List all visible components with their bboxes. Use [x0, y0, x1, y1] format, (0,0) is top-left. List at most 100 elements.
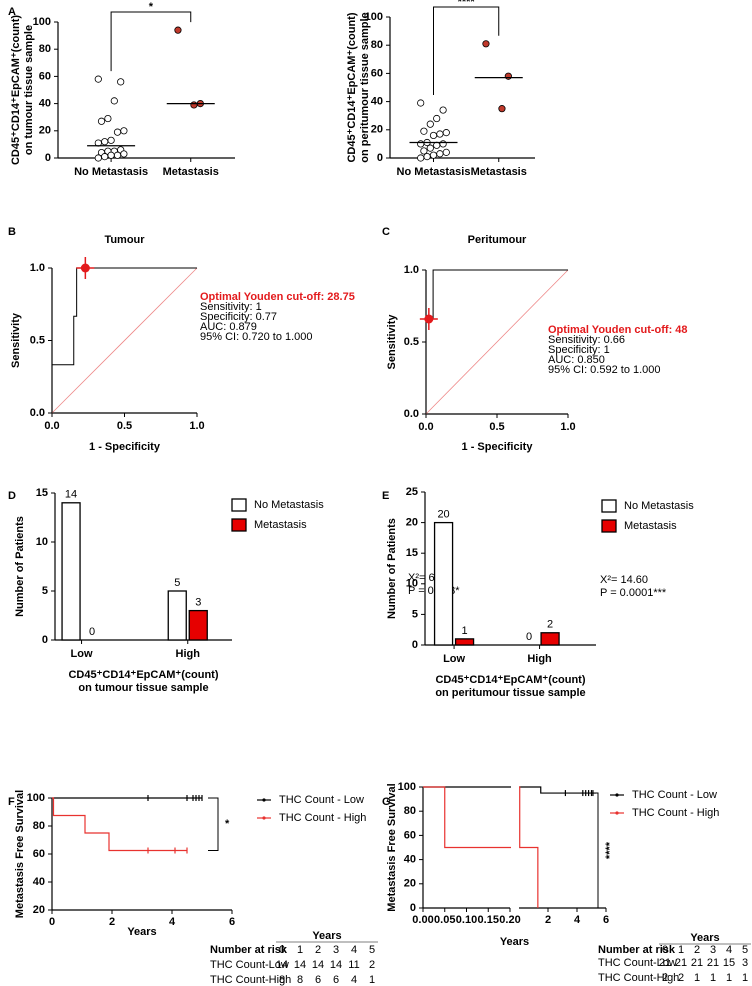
x-tick-label: 0.5: [117, 420, 132, 432]
y-tick-label: 0: [412, 639, 418, 651]
significance-bracket: [588, 792, 599, 909]
x-tick-label: High: [176, 648, 201, 660]
x-tick-label: 2: [109, 916, 115, 928]
x-axis-label: 1 - Specificity: [462, 441, 534, 453]
risk-column: 3: [333, 944, 339, 956]
y-tick-label: 60: [371, 67, 383, 79]
y-tick-label: 20: [371, 124, 383, 136]
risk-column: 2: [694, 944, 700, 956]
y-axis-label: Number of Patients: [386, 518, 398, 619]
legend-label: Metastasis: [254, 519, 307, 531]
y-tick-label: 100: [27, 792, 45, 804]
panel-letter: G: [382, 796, 391, 808]
legend-swatch: [601, 519, 617, 533]
dot: [442, 129, 450, 137]
risk-value: 2: [662, 972, 668, 984]
bar: [61, 502, 81, 641]
x-tick-label: No Metastasis: [397, 166, 471, 178]
dot: [420, 127, 428, 135]
y-tick-label: 0.5: [404, 336, 419, 348]
value-label: 0: [526, 631, 532, 643]
risk-value: 6: [333, 974, 339, 986]
risk-column: 4: [351, 944, 357, 956]
panel-letter: F: [8, 796, 15, 808]
value-label: 2: [547, 619, 553, 631]
legend-label: THC Count - Low: [632, 789, 717, 801]
dot: [442, 148, 450, 156]
x-tick-label: 0.5: [489, 421, 504, 433]
x-tick-label: 6: [603, 914, 609, 926]
dot: [439, 140, 447, 148]
y-tick-label: 10: [36, 536, 48, 548]
legend-swatch: [231, 518, 247, 532]
risk-value: 21: [659, 957, 671, 969]
y-axis-label: Metastasis Free Survival: [14, 790, 26, 918]
x-tick-label: Metastasis: [471, 166, 527, 178]
y-axis-label: Metastasis Free Survival: [386, 783, 398, 911]
risk-title: Number at risk: [210, 944, 288, 956]
panel-letter: B: [8, 226, 16, 238]
y-tick-label: 20: [404, 878, 416, 890]
stat-label: AUC: 0.879: [200, 321, 257, 333]
dot: [498, 105, 506, 113]
stat-label: Specificity: 0.77: [200, 311, 277, 323]
dot: [423, 152, 431, 161]
dot: [417, 99, 425, 107]
dot: [101, 138, 109, 146]
value-label: 1: [462, 625, 468, 637]
legend-marker: [262, 816, 266, 820]
dot: [417, 140, 425, 148]
risk-years-label: Years: [690, 932, 719, 944]
optimal-point: [80, 263, 90, 273]
x-tick-label: 0: [49, 916, 55, 928]
x-tick-label: 4: [169, 916, 176, 928]
y-axis-label: Sensitivity: [10, 312, 22, 368]
stat-label: Specificity: 1: [548, 344, 610, 356]
legend-label: No Metastasis: [624, 500, 694, 512]
survival-curve: [52, 797, 187, 852]
survival-curve: [519, 786, 539, 908]
survival-curve: [519, 786, 596, 794]
y-axis-label: CD45⁺CD14⁺EpCAM⁺(count): [10, 15, 22, 165]
bar: [540, 632, 560, 646]
risk-column: 5: [369, 944, 375, 956]
risk-value: 3: [742, 957, 748, 969]
significance-label: ****: [458, 0, 476, 8]
x-tick-label: 0.05: [434, 914, 455, 926]
risk-column: 0: [279, 944, 285, 956]
bar: [433, 521, 454, 646]
risk-row-label: THC Count-High: [598, 972, 679, 984]
y-tick-label: 0: [377, 152, 383, 164]
risk-column: 1: [678, 944, 684, 956]
x-tick-label: High: [527, 653, 552, 665]
risk-value: 21: [707, 957, 719, 969]
cutoff-label: Optimal Youden cut-off: 28.75: [200, 291, 355, 303]
y-tick-label: 80: [33, 820, 45, 832]
y-tick-label: 20: [406, 517, 418, 529]
risk-column: 5: [742, 944, 748, 956]
y-tick-label: 60: [404, 829, 416, 841]
dot: [439, 106, 447, 114]
risk-value: 21: [691, 957, 703, 969]
chart-title: Peritumour: [468, 234, 527, 246]
significance-label: ****: [604, 841, 616, 859]
y-tick-label: 60: [33, 848, 45, 860]
dot: [107, 136, 115, 144]
risk-value: 14: [330, 959, 342, 971]
dot: [110, 97, 118, 105]
x-tick-label: 0.0: [44, 420, 59, 432]
x-tick-label: Low: [443, 653, 465, 665]
risk-value: 8: [279, 974, 285, 986]
y-tick-label: 25: [406, 486, 418, 498]
panel-letter: C: [382, 226, 390, 238]
risk-value: 1: [742, 972, 748, 984]
x-axis-label: Years: [500, 936, 529, 948]
risk-value: 14: [294, 959, 306, 971]
y-tick-label: 80: [39, 43, 51, 55]
y-tick-label: 100: [398, 781, 416, 793]
significance-label: *: [225, 818, 230, 830]
dot: [420, 147, 428, 155]
stat-label: Sensitivity: 0.66: [548, 334, 625, 346]
x-tick-label: Metastasis: [163, 166, 219, 178]
